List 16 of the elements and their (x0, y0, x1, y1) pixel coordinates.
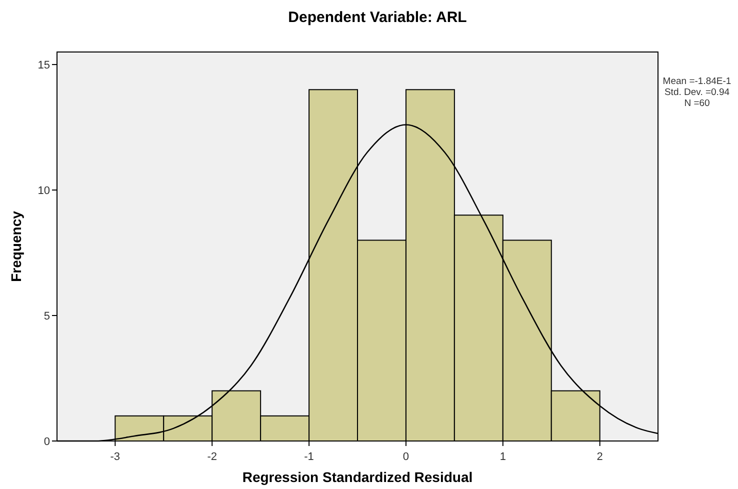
text: N =60 (684, 98, 710, 109)
y-tick-label: 5 (44, 310, 50, 322)
y-tick-label: 15 (38, 59, 50, 72)
x-axis-title: Regression Standardized Residual (242, 469, 473, 485)
x-tick-label: -3 (110, 451, 120, 463)
x-tick-label: -1 (304, 451, 314, 463)
text: Std. Dev. =0.94 (664, 87, 730, 98)
x-tick-label: 2 (596, 451, 603, 463)
y-axis-title: Frequency (8, 210, 24, 282)
x-tick-label: 0 (402, 451, 410, 463)
x-tick-label: 1 (500, 451, 506, 463)
y-tick-label: 10 (38, 184, 50, 197)
y-tick-label: 0 (44, 436, 50, 448)
chart-title: Dependent Variable: ARL (288, 9, 467, 26)
x-tick-label: -2 (207, 451, 217, 463)
text: Mean =-1.84E-1 (662, 76, 732, 87)
